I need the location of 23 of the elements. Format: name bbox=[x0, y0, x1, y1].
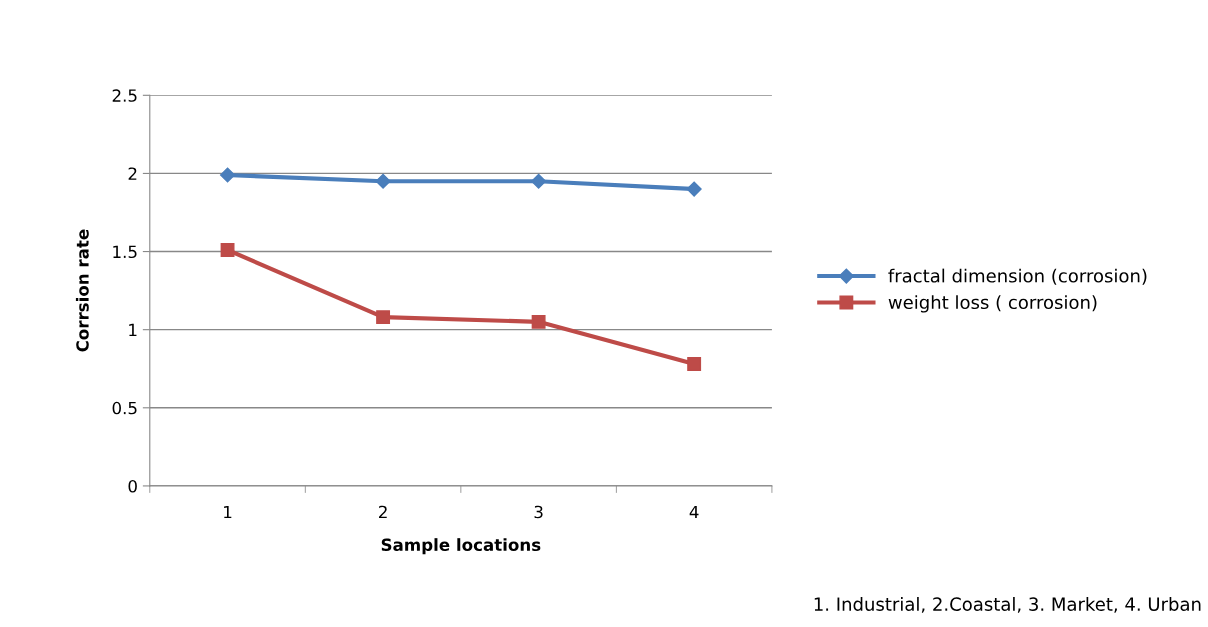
y-tick-label: 1 bbox=[129, 323, 137, 337]
legend-label: fractal dimension (corrosion) bbox=[888, 268, 1147, 285]
y-axis-title: Corrsion rate bbox=[75, 229, 89, 352]
x-tick-label: 1 bbox=[224, 505, 232, 519]
point bbox=[375, 173, 391, 189]
x-axis-title: Sample locations bbox=[381, 538, 541, 555]
point bbox=[531, 314, 546, 329]
legend-label: weight loss ( corrosion) bbox=[888, 295, 1097, 313]
point bbox=[686, 181, 702, 197]
y-tick-label: 0 bbox=[128, 479, 137, 493]
point bbox=[376, 310, 391, 325]
point bbox=[220, 243, 235, 257]
point bbox=[219, 167, 236, 183]
x-tick-label: 2 bbox=[379, 505, 387, 519]
y-tick-label: 2.5 bbox=[112, 89, 137, 102]
point bbox=[687, 357, 702, 371]
y-tick-label: 1.5 bbox=[113, 245, 137, 259]
x-tick-label: 4 bbox=[689, 505, 699, 519]
point bbox=[531, 173, 547, 189]
y-tick-label: 0.5 bbox=[112, 401, 137, 415]
text: 1. Industrial, 2.Coastal, 3. Market, 4. Urban bbox=[814, 596, 1201, 613]
x-tick-label: 3 bbox=[534, 505, 543, 519]
y-tick-label: 2 bbox=[128, 167, 137, 180]
